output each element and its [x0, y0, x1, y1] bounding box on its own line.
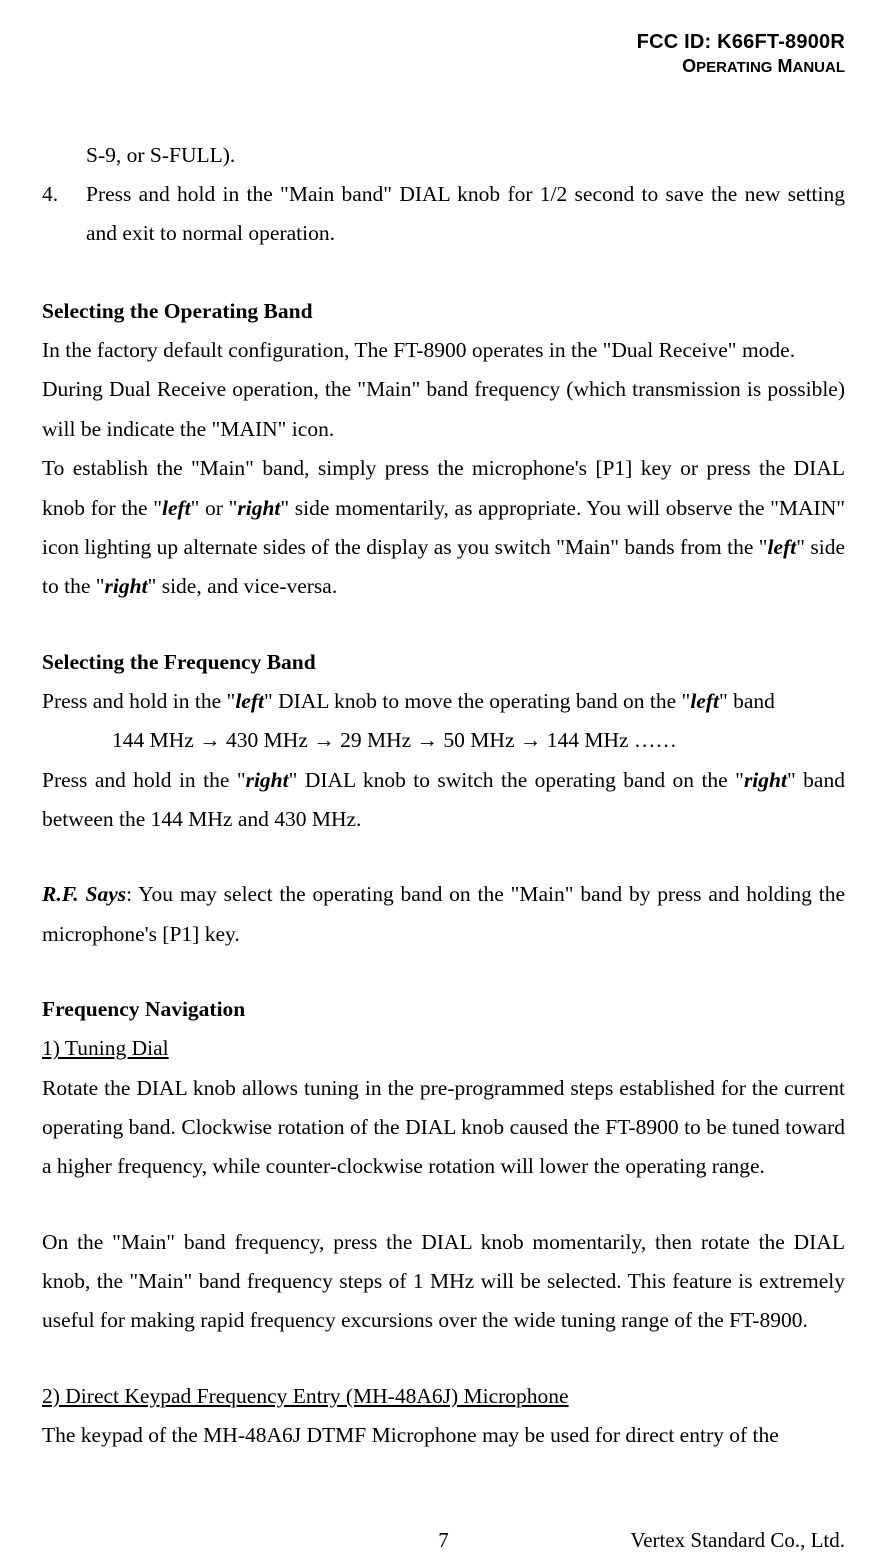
fcc-id-value: K66FT-8900R: [717, 31, 845, 53]
rf-says: R.F. Says: You may select the operating …: [42, 875, 845, 954]
step-4: 4. Press and hold in the "Main band" DIA…: [42, 175, 845, 254]
kw-left-2: left: [768, 535, 797, 559]
document-body: S-9, or S-FULL). 4. Press and hold in th…: [42, 136, 845, 1456]
fragment-s9: S-9, or S-FULL).: [42, 136, 845, 175]
kw-left-4: left: [690, 689, 719, 713]
freq-band-p1: Press and hold in the "left" DIAL knob t…: [42, 682, 845, 721]
manual-subtitle: OPERATING MANUAL: [42, 55, 845, 78]
op-band-p3: To establish the "Main" band, simply pre…: [42, 449, 845, 606]
spacer: [42, 839, 845, 875]
subheading-direct-keypad-entry: 2) Direct Keypad Frequency Entry (MH-48A…: [42, 1377, 845, 1416]
op-band-p1: In the factory default configuration, Th…: [42, 331, 845, 370]
freq-nav-p2: On the "Main" band frequency, press the …: [42, 1223, 845, 1341]
heading-frequency-navigation: Frequency Navigation: [42, 990, 845, 1029]
spacer: [42, 254, 845, 292]
document-header: FCC ID: K66FT-8900R OPERATING MANUAL: [42, 30, 845, 78]
op-band-p3e: " side, and vice-versa.: [148, 574, 338, 598]
fb-p1c: " band: [719, 689, 775, 713]
freq-band-sequence: 144 MHz → 430 MHz → 29 MHz → 50 MHz → 14…: [42, 721, 845, 760]
freq-nav-p3: The keypad of the MH-48A6J DTMF Micropho…: [42, 1416, 845, 1455]
subtitle-m: M: [778, 56, 793, 76]
spacer: [42, 607, 845, 643]
heading-selecting-operating-band: Selecting the Operating Band: [42, 292, 845, 331]
footer-company: Vertex Standard Co., Ltd.: [630, 1528, 845, 1553]
step-4-text: Press and hold in the "Main band" DIAL k…: [86, 175, 845, 254]
op-band-p2: During Dual Receive operation, the "Main…: [42, 370, 845, 449]
kw-right-3: right: [246, 768, 289, 792]
fb-p2a: Press and hold in the ": [42, 768, 246, 792]
fcc-id-line: FCC ID: K66FT-8900R: [42, 30, 845, 55]
kw-right-4: right: [744, 768, 787, 792]
kw-left-1: left: [162, 496, 191, 520]
subtitle-perating: PERATING: [696, 59, 772, 76]
heading-selecting-frequency-band: Selecting the Frequency Band: [42, 643, 845, 682]
subheading-tuning-dial: 1) Tuning Dial: [42, 1029, 845, 1068]
fcc-label: FCC ID:: [637, 31, 712, 53]
fb-p2b: " DIAL knob to switch the operating band…: [289, 768, 744, 792]
page: FCC ID: K66FT-8900R OPERATING MANUAL S-9…: [0, 0, 887, 1556]
subtitle-o: O: [682, 56, 696, 76]
fb-p1a: Press and hold in the ": [42, 689, 235, 713]
kw-right-2: right: [105, 574, 148, 598]
op-band-p3b: " or ": [191, 496, 238, 520]
freq-nav-p1: Rotate the DIAL knob allows tuning in th…: [42, 1069, 845, 1187]
spacer: [42, 1187, 845, 1223]
freq-band-p2: Press and hold in the "right" DIAL knob …: [42, 761, 845, 840]
step-4-number: 4.: [42, 175, 62, 254]
kw-left-3: left: [235, 689, 264, 713]
rf-says-body: : You may select the operating band on t…: [42, 882, 845, 945]
spacer: [42, 954, 845, 990]
kw-right-1: right: [237, 496, 280, 520]
fb-p1b: " DIAL knob to move the operating band o…: [264, 689, 690, 713]
rf-says-label: R.F. Says: [42, 882, 126, 906]
spacer: [42, 1341, 845, 1377]
subtitle-anual: ANUAL: [793, 59, 846, 76]
